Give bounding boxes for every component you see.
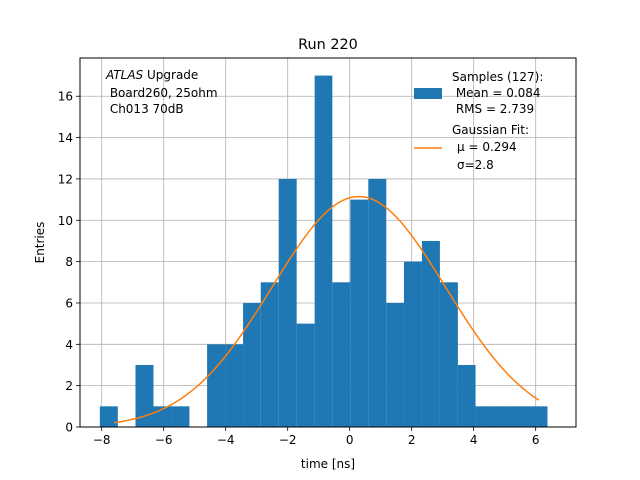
x-axis-ticks: −8 −6 −4 −2 0 2 4 6 <box>93 427 540 447</box>
legend-fit-mu: μ = 0.294 <box>457 140 517 154</box>
gaussian-fit-layer <box>113 195 540 424</box>
annotation-line-3: Ch013 70dB <box>106 102 184 116</box>
histogram-bar-23 <box>511 406 530 427</box>
histogram-bar-17 <box>403 261 422 427</box>
x-tick-label-3: −2 <box>279 433 297 447</box>
legend-samples-mean: Mean = 0.084 <box>452 86 541 100</box>
y-tick-label-0: 0 <box>65 421 73 435</box>
histogram-bar-22 <box>493 406 512 427</box>
histogram-bar-21 <box>475 406 494 427</box>
y-tick-label-1: 2 <box>65 379 73 393</box>
histogram-bar-4 <box>171 406 190 427</box>
histogram-bars <box>99 75 548 428</box>
y-axis-ticks: 0 2 4 6 8 10 12 14 16 <box>58 90 80 435</box>
x-tick-label-1: −6 <box>155 433 173 447</box>
y-tick-label-2: 4 <box>65 338 73 352</box>
histogram-bar-19 <box>439 282 458 427</box>
histogram-bar-0 <box>99 406 118 427</box>
histogram-bar-2 <box>135 364 154 427</box>
x-axis-label: time [ns] <box>301 457 355 471</box>
legend: Samples (127): Mean = 0.084 RMS = 2.739 … <box>414 70 543 172</box>
annotation-atlas-italic: ATLAS <box>105 68 144 82</box>
histogram-bar-14 <box>350 199 369 427</box>
y-axis-label: Entries <box>33 222 47 264</box>
histogram-bar-20 <box>457 364 476 427</box>
annotation-line-1: ATLAS Upgrade <box>105 68 198 82</box>
y-tick-label-8: 16 <box>58 90 73 104</box>
legend-fit-title: Gaussian Fit: <box>452 123 529 137</box>
y-tick-label-6: 12 <box>58 172 73 186</box>
gaussian-fit-line <box>113 195 540 424</box>
histogram-bar-11 <box>296 323 315 427</box>
y-tick-label-4: 8 <box>65 255 73 269</box>
histogram-bar-6 <box>207 344 226 427</box>
y-tick-label-5: 10 <box>58 214 73 228</box>
annotation-line-2: Board260, 25ohm <box>106 86 218 100</box>
atlas-annotation: ATLAS Upgrade Board260, 25ohm Ch013 70dB <box>105 68 218 116</box>
histogram-bar-8 <box>243 302 261 427</box>
histogram-bar-12 <box>314 75 333 428</box>
histogram-bar-18 <box>421 240 440 427</box>
histogram-bar-9 <box>260 282 279 427</box>
plot-frame <box>79 57 577 428</box>
histogram-bar-10 <box>278 178 297 427</box>
histogram-bar-7 <box>225 344 244 427</box>
chart-title: Run 220 <box>298 37 358 53</box>
legend-samples-rms: RMS = 2.739 <box>452 102 534 116</box>
legend-samples-title: Samples (127): <box>452 70 543 84</box>
x-tick-label-5: 2 <box>408 433 416 447</box>
x-tick-label-2: −4 <box>217 433 235 447</box>
annotation-upgrade: Upgrade <box>143 68 198 82</box>
x-tick-label-0: −8 <box>93 433 111 447</box>
histogram-bar-15 <box>368 178 387 427</box>
x-tick-label-4: 0 <box>346 433 354 447</box>
histogram-bar-24 <box>529 406 548 427</box>
y-tick-label-3: 6 <box>65 296 73 310</box>
histogram-bar-13 <box>332 282 351 427</box>
x-tick-label-7: 6 <box>532 433 540 447</box>
histogram-bar-16 <box>386 302 404 427</box>
legend-fit-sigma: σ=2.8 <box>457 158 494 172</box>
x-tick-label-6: 4 <box>470 433 478 447</box>
y-tick-label-7: 14 <box>58 131 73 145</box>
legend-samples-swatch <box>414 88 442 99</box>
